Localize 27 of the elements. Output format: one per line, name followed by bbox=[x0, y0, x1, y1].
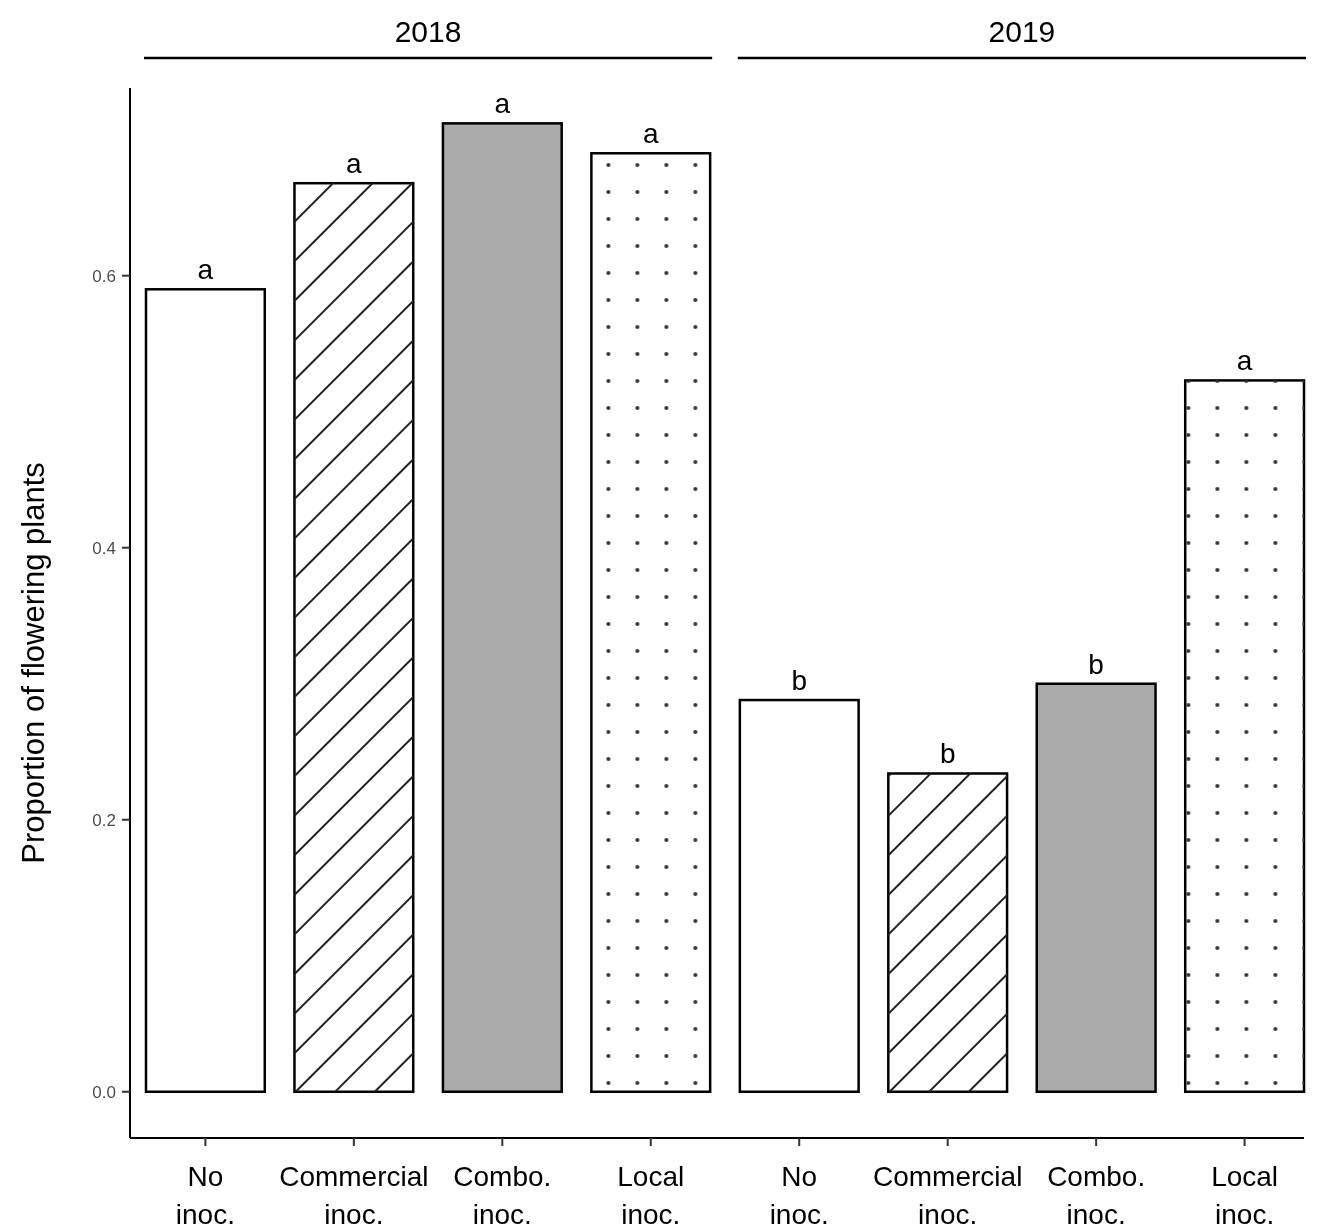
data-label: b bbox=[939, 738, 956, 770]
text: 2019 bbox=[988, 15, 1056, 48]
text: 2018 bbox=[394, 15, 462, 48]
data-label: b bbox=[1088, 648, 1104, 680]
bar bbox=[441, 122, 563, 1094]
x-tick-label: Commercial inoc. bbox=[873, 1161, 1023, 1230]
x-tick-label: Combo. inoc. bbox=[1047, 1161, 1146, 1230]
y-tick-label: 0.4 bbox=[92, 538, 116, 558]
x-tick-label: Local inoc. bbox=[1211, 1161, 1279, 1230]
x-tick-label: Local inoc. bbox=[617, 1161, 685, 1230]
bar bbox=[1035, 682, 1157, 1094]
y-tick-label: 0.2 bbox=[92, 810, 116, 830]
data-label: a bbox=[642, 118, 659, 150]
x-tick-label: No inoc. bbox=[769, 1161, 829, 1230]
y-tick-label: 0.0 bbox=[92, 1082, 116, 1102]
bar bbox=[738, 698, 860, 1094]
data-label: a bbox=[1236, 345, 1253, 377]
y-tick-label: 0.6 bbox=[92, 266, 116, 286]
x-tick-label: Commercial inoc. bbox=[279, 1161, 429, 1230]
x-tick-label: No inoc. bbox=[175, 1161, 235, 1230]
y-axis-title: Proportion of flowering plants bbox=[16, 462, 51, 864]
data-label: b bbox=[791, 665, 808, 697]
x-tick-label: Combo. inoc. bbox=[453, 1161, 552, 1230]
data-label: a bbox=[197, 254, 214, 286]
data-label: a bbox=[494, 88, 511, 120]
data-label: a bbox=[346, 148, 363, 180]
bar bbox=[144, 288, 267, 1094]
